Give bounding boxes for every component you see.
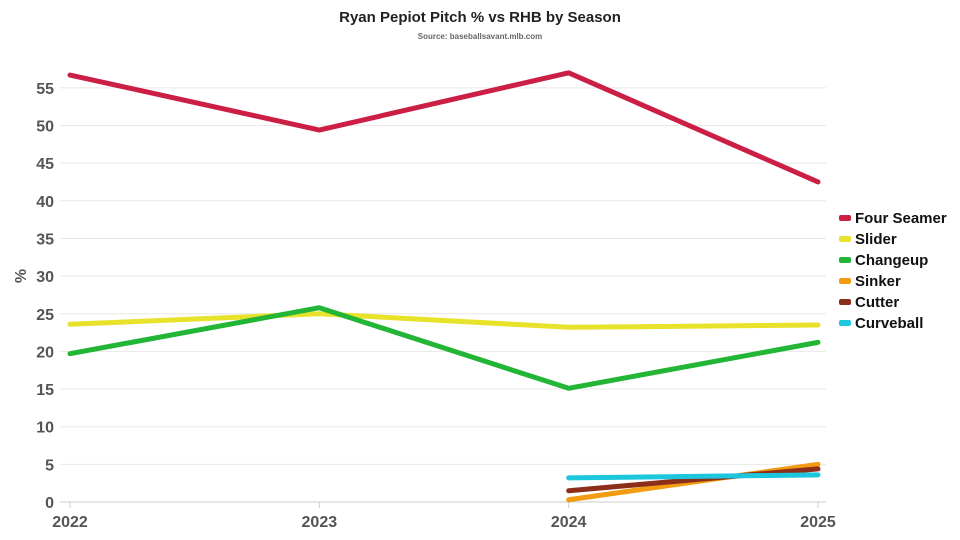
x-tick-label: 2022 <box>52 514 88 531</box>
chart-subtitle: Source: baseballsavant.mlb.com <box>418 32 543 41</box>
chart-title: Ryan Pepiot Pitch % vs RHB by Season <box>339 9 621 26</box>
series-line-cutter <box>566 466 821 494</box>
legend-swatch <box>839 320 851 326</box>
legend-label: Slider <box>855 231 897 248</box>
series-line-changeup <box>67 305 821 391</box>
y-tick-label: 15 <box>36 382 54 399</box>
y-tick-label: 25 <box>36 307 54 324</box>
x-tick-label: 2023 <box>302 514 338 531</box>
y-tick-label: 45 <box>36 156 54 173</box>
x-tick-label: 2024 <box>551 514 587 531</box>
y-tick-label: 30 <box>36 269 54 286</box>
legend-swatch <box>839 257 851 263</box>
legend-swatch <box>839 236 851 242</box>
y-tick-label: 5 <box>45 457 54 474</box>
legend-swatch <box>839 215 851 221</box>
legend-swatch <box>839 299 851 305</box>
y-tick-label: 50 <box>36 119 54 136</box>
legend-label: Changeup <box>855 252 928 269</box>
series-line-four-seamer <box>67 70 821 185</box>
legend-label: Four Seamer <box>855 210 947 227</box>
legend-swatch <box>839 278 851 284</box>
legend-label: Cutter <box>855 294 899 311</box>
series-line-curveball <box>566 472 821 481</box>
series-line-slider <box>67 311 821 330</box>
y-tick-label: 40 <box>36 194 54 211</box>
y-tick-label: 10 <box>36 420 54 437</box>
legend-label: Curveball <box>855 315 923 332</box>
x-tick-label: 2025 <box>800 514 836 531</box>
y-axis-label: % <box>13 269 30 283</box>
y-tick-label: 0 <box>45 495 54 512</box>
legend-label: Sinker <box>855 273 901 290</box>
y-tick-label: 35 <box>36 231 54 248</box>
y-tick-label: 55 <box>36 81 54 98</box>
y-tick-label: 20 <box>36 344 54 361</box>
